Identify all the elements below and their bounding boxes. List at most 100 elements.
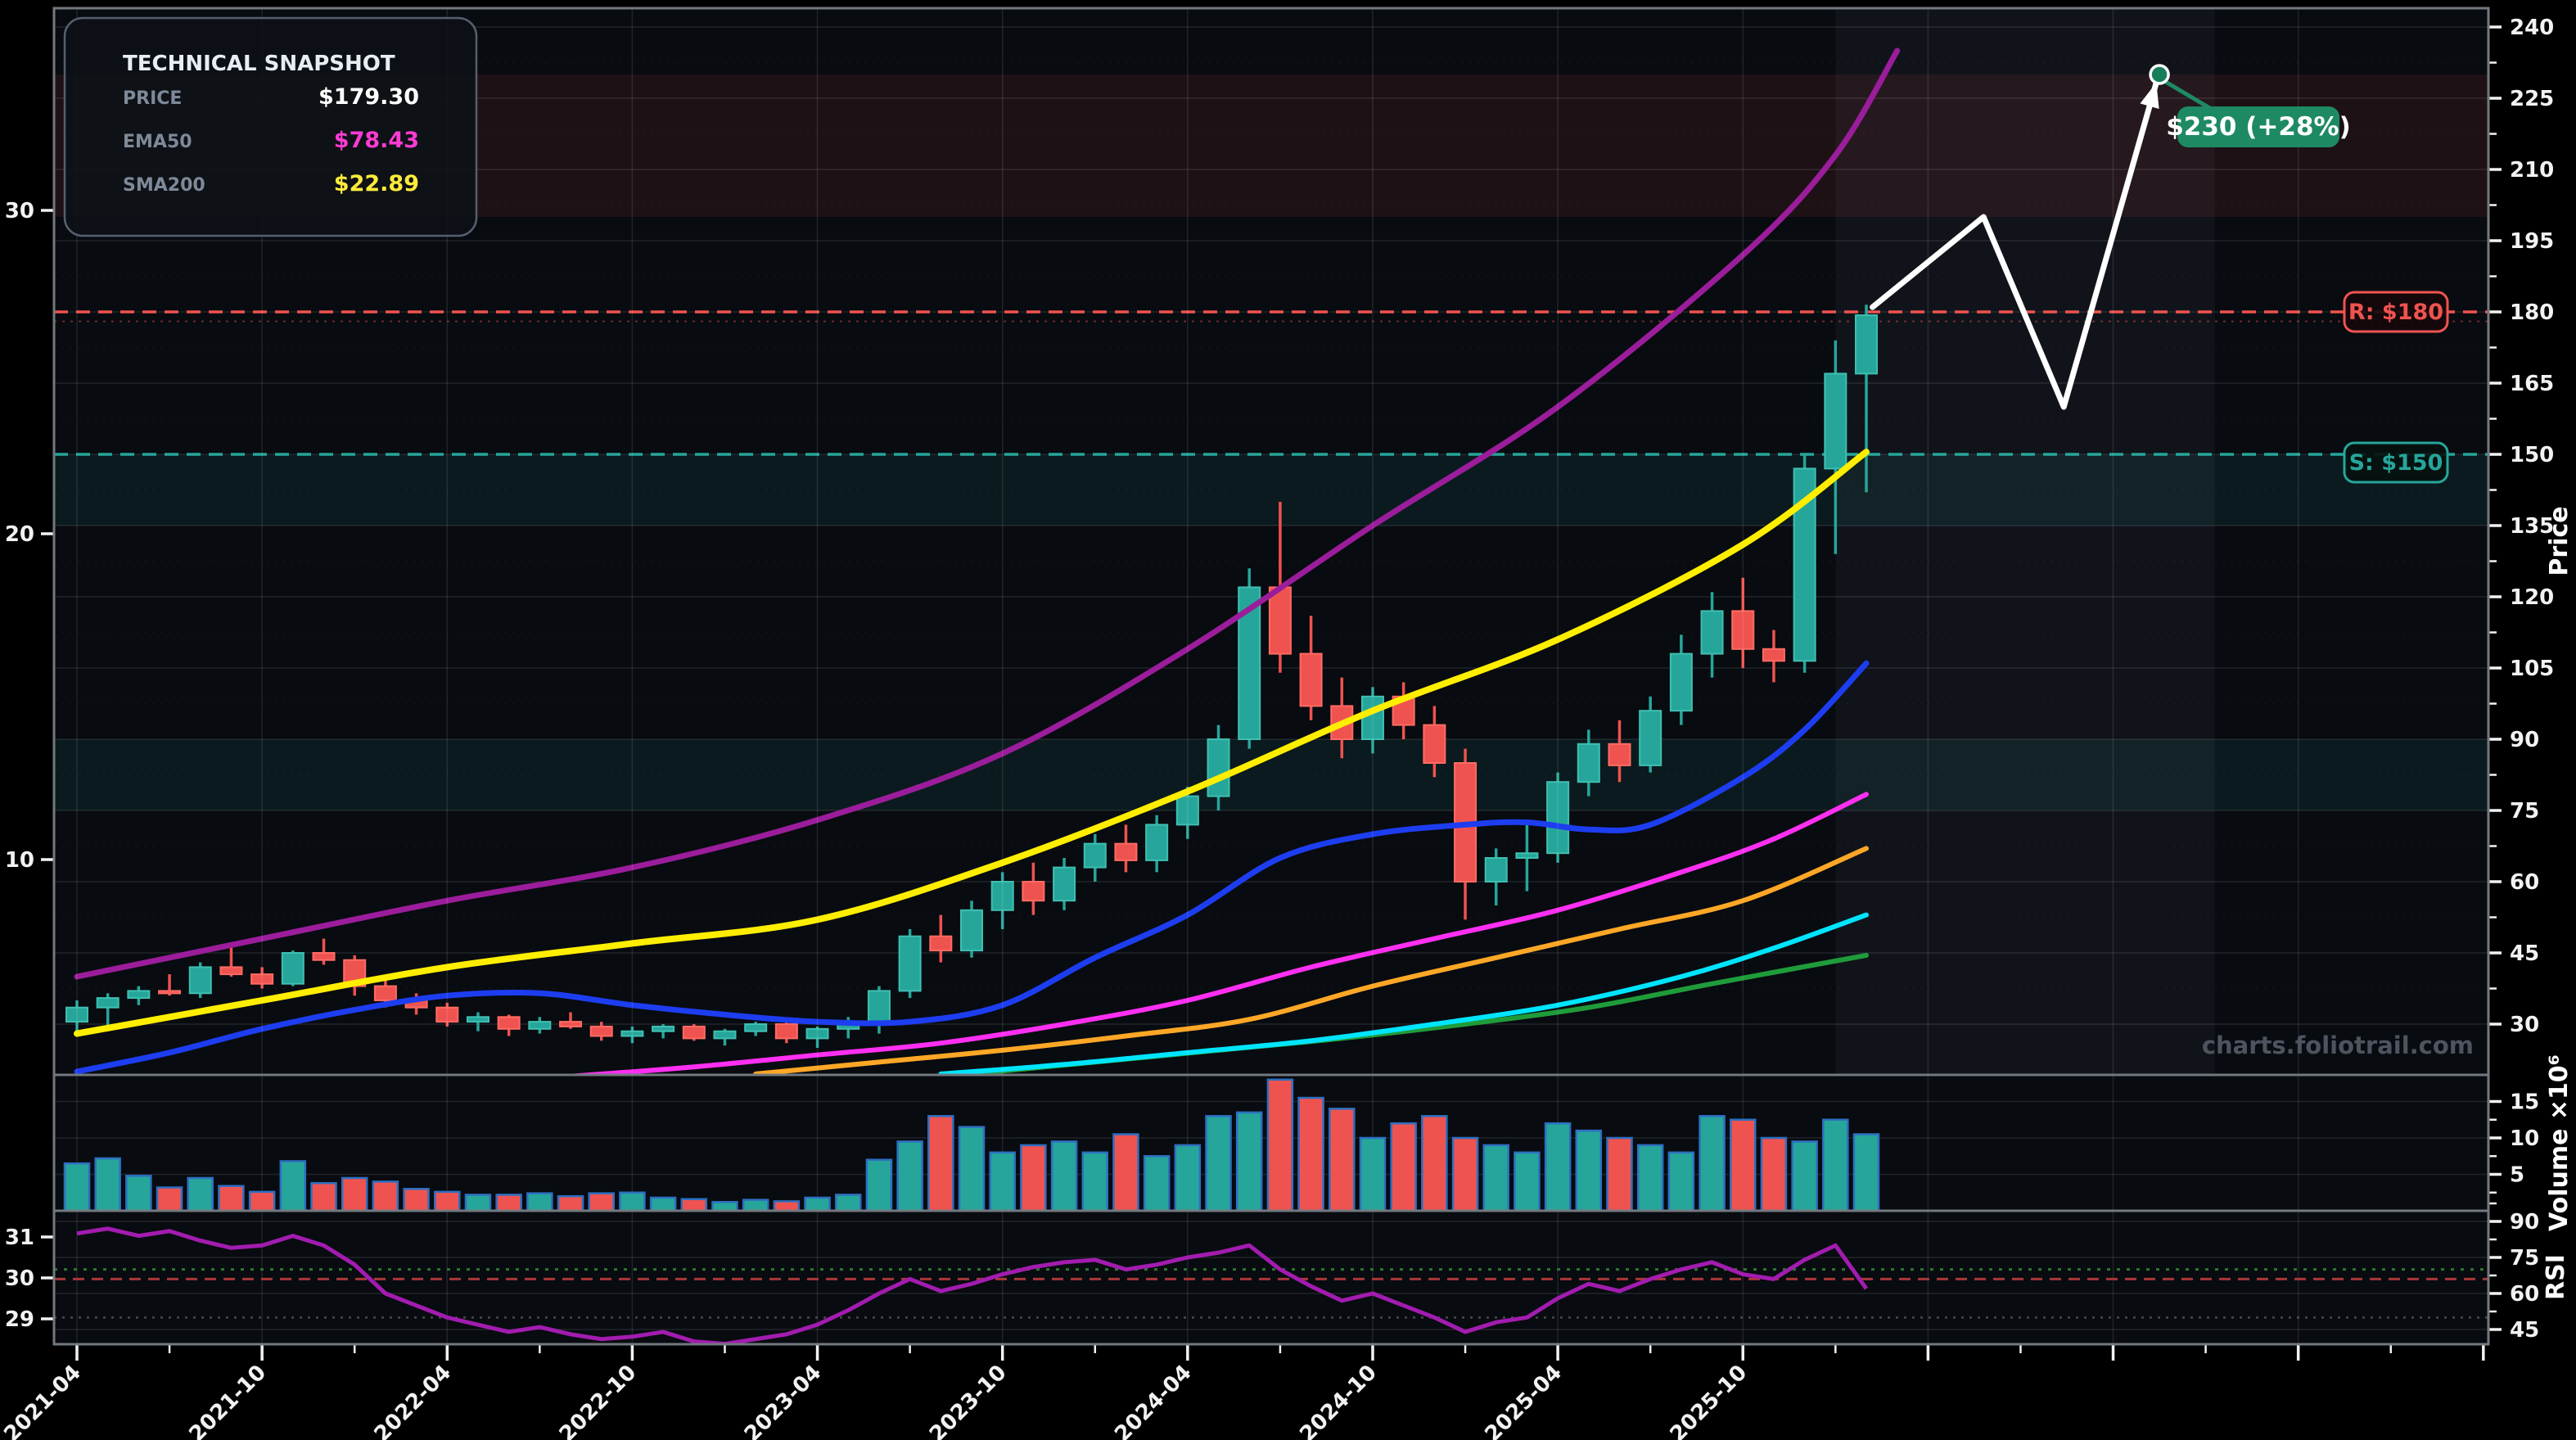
candle — [1423, 724, 1446, 764]
volume-bar — [279, 1160, 307, 1211]
candle — [127, 990, 151, 1000]
volume-bar — [495, 1194, 522, 1211]
volume-bar — [927, 1115, 954, 1211]
volume-bar — [434, 1190, 461, 1211]
candle — [497, 1016, 521, 1030]
candle — [96, 997, 120, 1009]
resistance-label-text: R: $180 — [2348, 300, 2443, 325]
volume-bar — [1575, 1129, 1603, 1211]
candle — [1639, 710, 1662, 766]
candle — [652, 1025, 675, 1032]
volume-bar — [372, 1180, 399, 1211]
price-band — [54, 739, 2488, 810]
candle — [373, 985, 397, 1001]
snapshot-ema50-value: $78.43 — [334, 128, 419, 153]
volume-bar — [341, 1176, 368, 1211]
price-tick-label: 105 — [2510, 657, 2554, 681]
volume-bar — [896, 1140, 923, 1211]
volume-bar — [1636, 1144, 1664, 1211]
snapshot-box — [63, 16, 478, 237]
candle — [1669, 652, 1693, 712]
volume-bar — [1235, 1111, 1263, 1211]
volume-axis-title: Volume ×10⁶ — [2545, 1054, 2574, 1231]
volume-bar — [1205, 1115, 1232, 1211]
x-tick-label: 2025-10 — [1666, 1361, 1753, 1440]
volume-bar — [1112, 1133, 1139, 1211]
candle — [898, 935, 922, 992]
volume-bar — [619, 1191, 646, 1211]
x-tick-label: 2024-10 — [1295, 1361, 1382, 1440]
ma-blue — [74, 660, 1870, 1075]
candle — [1053, 866, 1076, 902]
candle — [1546, 781, 1570, 855]
technical-snapshot-panel: TECHNICAL SNAPSHOT PRICE $179.30 EMA50 $… — [63, 16, 478, 237]
ma-orange — [753, 846, 1870, 1075]
volume-bar — [1667, 1151, 1695, 1211]
volume-bar — [403, 1188, 430, 1211]
price-tick-label: 90 — [2510, 728, 2539, 752]
candle — [929, 935, 953, 952]
price-tick-label: 30 — [2510, 1013, 2539, 1037]
candle — [1268, 586, 1292, 655]
volume-bar — [557, 1194, 584, 1211]
projection-arrowhead — [2140, 82, 2159, 110]
volume-tick-label: 10 — [2510, 1126, 2539, 1151]
candle — [1114, 842, 1138, 861]
rsi-left-tick-label: 31 — [5, 1226, 34, 1250]
candle — [528, 1021, 552, 1030]
candle — [1299, 652, 1323, 707]
candle — [466, 1016, 489, 1023]
rsi-panel-content — [54, 1226, 2488, 1344]
candle — [990, 881, 1014, 911]
candle — [1515, 852, 1539, 859]
candle — [1577, 743, 1600, 783]
candle — [281, 952, 305, 985]
price-tick-label: 180 — [2510, 300, 2554, 325]
candle — [744, 1023, 768, 1032]
x-tick-label: 2024-04 — [1110, 1361, 1197, 1440]
left-axis-tick-label: 10 — [5, 848, 34, 873]
snapshot-sma200-label: SMA200 — [123, 175, 205, 196]
volume-bar — [773, 1200, 801, 1211]
panel-border — [52, 1209, 2490, 1346]
projection-line — [1870, 79, 2159, 410]
x-tick-label: 2022-10 — [555, 1361, 642, 1440]
volume-bar — [1329, 1108, 1356, 1211]
volume-bar — [63, 1162, 91, 1211]
volume-bar — [1730, 1118, 1757, 1211]
price-target-box — [2177, 106, 2339, 147]
candle — [219, 966, 243, 976]
candle — [312, 952, 336, 961]
candle — [620, 1030, 644, 1037]
left-axis-tick-label: 30 — [5, 199, 34, 223]
volume-bar — [804, 1196, 831, 1211]
volume-bar — [248, 1190, 276, 1211]
volume-bar — [1359, 1136, 1387, 1211]
candle — [1824, 372, 1847, 470]
volume-bar — [156, 1186, 183, 1211]
ma-purple — [74, 47, 1901, 980]
candle — [250, 973, 274, 985]
candle — [589, 1025, 613, 1037]
rsi-plot-area[interactable] — [54, 1211, 2488, 1344]
rsi-left-tick-label: 30 — [5, 1266, 34, 1291]
candle — [774, 1023, 798, 1040]
candle — [805, 1027, 829, 1040]
price-tick-label: 195 — [2510, 229, 2554, 254]
rsi-left-tick-label: 29 — [5, 1307, 34, 1332]
rsi-line — [76, 1226, 1869, 1344]
target-marker — [2149, 64, 2170, 85]
left-axis-tick-label: 20 — [5, 522, 34, 547]
volume-bar — [526, 1192, 553, 1211]
x-tick-label: 2023-10 — [925, 1361, 1012, 1440]
volume-bar — [94, 1157, 121, 1211]
price-axis-title: Price — [2545, 506, 2574, 576]
price-target-annotation: $230 (+28%) — [2166, 106, 2351, 147]
volume-bar — [1081, 1151, 1109, 1211]
x-tick-label: 2021-10 — [184, 1361, 271, 1440]
snapshot-title: TECHNICAL SNAPSHOT — [123, 52, 395, 76]
volume-bar — [1390, 1122, 1417, 1211]
candle — [1175, 795, 1199, 826]
rsi-axis-title: RSI — [2542, 1254, 2570, 1300]
candle — [1022, 881, 1045, 902]
